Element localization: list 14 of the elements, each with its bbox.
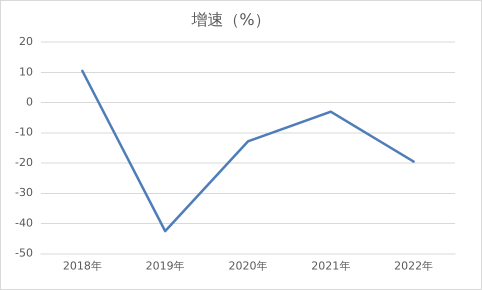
y-tick-label: 20 <box>18 35 33 48</box>
y-tick-label: -50 <box>15 246 33 260</box>
chart-title: 增速（%） <box>190 10 271 29</box>
x-tick-label: 2022年 <box>394 259 434 272</box>
x-tick-label: 2021年 <box>311 259 350 272</box>
x-tick-label: 2019年 <box>146 259 185 272</box>
y-tick-label: -40 <box>15 216 33 230</box>
y-tick-label: -10 <box>15 126 33 139</box>
y-tick-label: -30 <box>15 186 33 200</box>
x-tick-label: 2018年 <box>62 259 102 272</box>
y-tick-label: 0 <box>26 96 33 109</box>
y-tick-label: -20 <box>15 156 33 169</box>
x-tick-label: 2020年 <box>228 259 268 272</box>
y-tick-label: 10 <box>18 65 33 78</box>
